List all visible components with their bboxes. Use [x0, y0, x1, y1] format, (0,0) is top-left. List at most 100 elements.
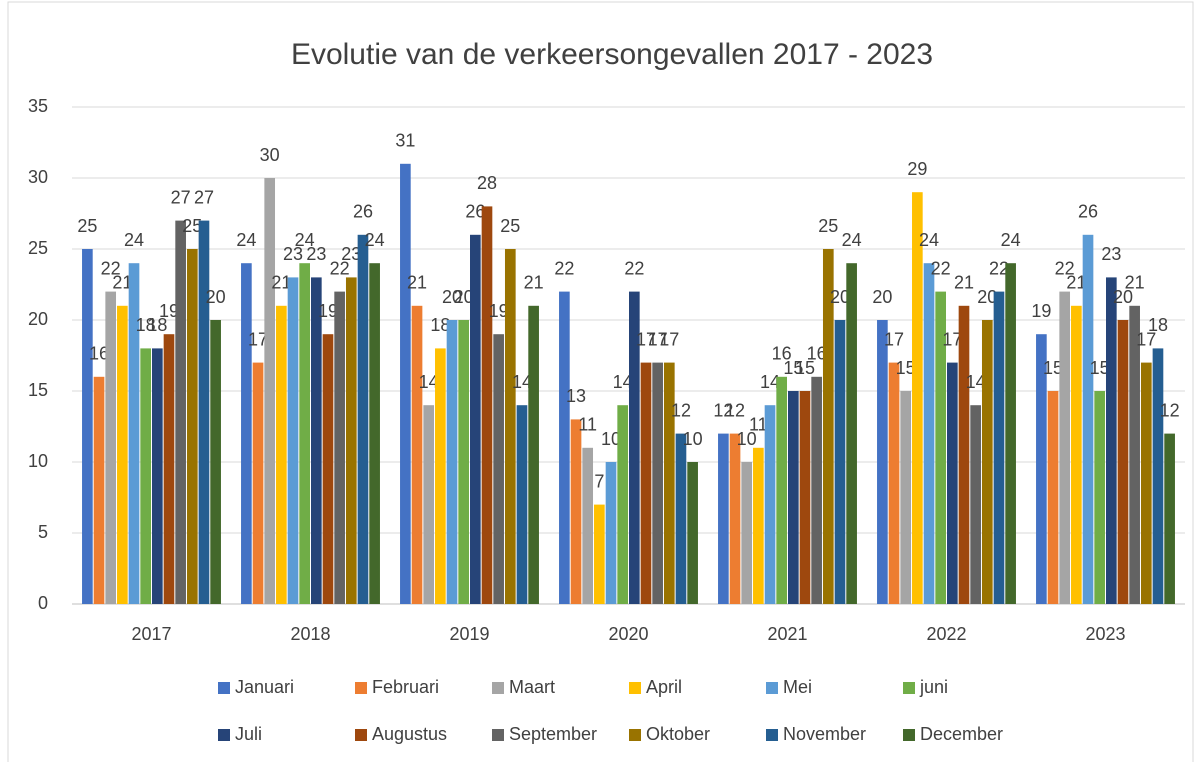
- data-label: 17: [248, 329, 268, 349]
- bar: [493, 334, 504, 604]
- data-label: 25: [77, 216, 97, 236]
- chart-border: [7, 1, 1194, 762]
- data-label: 22: [1055, 258, 1075, 278]
- bar: [799, 391, 811, 604]
- bar: [299, 263, 310, 604]
- data-label: 27: [194, 187, 214, 207]
- bar: [993, 291, 1005, 604]
- bar: [822, 249, 834, 604]
- data-label: 24: [124, 230, 144, 250]
- legend-swatch: [903, 682, 915, 694]
- bar: [594, 504, 605, 604]
- bar: [764, 405, 776, 604]
- y-tick-label: 25: [28, 238, 48, 258]
- data-label: 14: [419, 372, 439, 392]
- data-label: 14: [613, 372, 633, 392]
- bar: [357, 234, 369, 605]
- legend-swatch: [629, 682, 641, 694]
- legend-label: juni: [919, 677, 948, 697]
- data-label: 16: [89, 344, 109, 364]
- legend-swatch: [492, 729, 504, 741]
- bar: [981, 320, 993, 604]
- data-label: 20: [1113, 287, 1133, 307]
- bar: [82, 249, 93, 604]
- bar: [811, 376, 822, 604]
- data-label: 30: [260, 145, 280, 165]
- bar: [1129, 305, 1140, 604]
- bar: [570, 419, 582, 604]
- legend-label: April: [646, 677, 682, 697]
- data-label: 17: [1136, 329, 1156, 349]
- data-label: 10: [737, 429, 757, 449]
- bar: [446, 320, 458, 604]
- data-label: 26: [465, 202, 485, 222]
- bar: [776, 376, 787, 604]
- data-label: 27: [171, 187, 191, 207]
- x-tick-label: 2022: [926, 624, 966, 644]
- legend-swatch: [218, 682, 230, 694]
- bar: [1164, 433, 1175, 604]
- bar: [128, 263, 140, 604]
- bar: [264, 178, 276, 604]
- bar: [93, 376, 105, 604]
- bar: [175, 220, 186, 604]
- legend-swatch: [355, 682, 367, 694]
- bar: [1106, 277, 1117, 604]
- x-tick-label: 2021: [767, 624, 807, 644]
- data-label: 15: [783, 358, 803, 378]
- data-label: 22: [931, 258, 951, 278]
- legend-label: December: [920, 724, 1003, 744]
- data-label: 24: [842, 230, 862, 250]
- bar: [1059, 291, 1071, 604]
- bar: [935, 291, 946, 604]
- bar: [912, 192, 923, 604]
- bar: [481, 206, 493, 604]
- y-tick-label: 5: [38, 522, 48, 542]
- bar: [1140, 362, 1152, 604]
- bar: [117, 305, 128, 604]
- bar: [970, 405, 981, 604]
- data-label: 15: [896, 358, 916, 378]
- data-label: 7: [594, 471, 604, 491]
- data-label: 15: [1090, 358, 1110, 378]
- bar: [322, 334, 334, 604]
- data-label: 12: [725, 400, 745, 420]
- bar: [1152, 348, 1164, 604]
- bar: [1036, 334, 1047, 604]
- data-label: 20: [872, 287, 892, 307]
- data-label: 20: [206, 287, 226, 307]
- bar: [334, 291, 345, 604]
- bar: [528, 305, 539, 604]
- data-label: 12: [671, 400, 691, 420]
- y-tick-label: 15: [28, 380, 48, 400]
- data-label: 17: [648, 329, 668, 349]
- chart-title: Evolutie van de verkeersongevallen 2017 …: [291, 38, 933, 71]
- data-label: 13: [566, 386, 586, 406]
- data-label: 21: [1125, 273, 1145, 293]
- legend-label: Oktober: [646, 724, 710, 744]
- bar: [198, 220, 210, 604]
- bar: [1094, 391, 1105, 604]
- x-tick-label: 2018: [290, 624, 330, 644]
- bar: [152, 348, 163, 604]
- data-label: 17: [659, 329, 679, 349]
- x-tick-label: 2017: [131, 624, 171, 644]
- data-label: 31: [395, 131, 415, 151]
- data-label: 23: [1101, 244, 1121, 264]
- bar: [675, 433, 687, 604]
- legend-label: Juli: [235, 724, 262, 744]
- data-label: 26: [1078, 202, 1098, 222]
- data-label: 26: [353, 202, 373, 222]
- data-label: 16: [772, 344, 792, 364]
- data-label: 15: [1043, 358, 1063, 378]
- bar: [470, 234, 481, 605]
- bar: [276, 305, 287, 604]
- data-label: 23: [283, 244, 303, 264]
- legend-label: Augustus: [372, 724, 447, 744]
- bar: [877, 320, 888, 604]
- bar: [1082, 234, 1094, 605]
- data-label: 22: [989, 258, 1009, 278]
- data-label: 22: [101, 258, 121, 278]
- data-label: 25: [500, 216, 520, 236]
- legend-label: Mei: [783, 677, 812, 697]
